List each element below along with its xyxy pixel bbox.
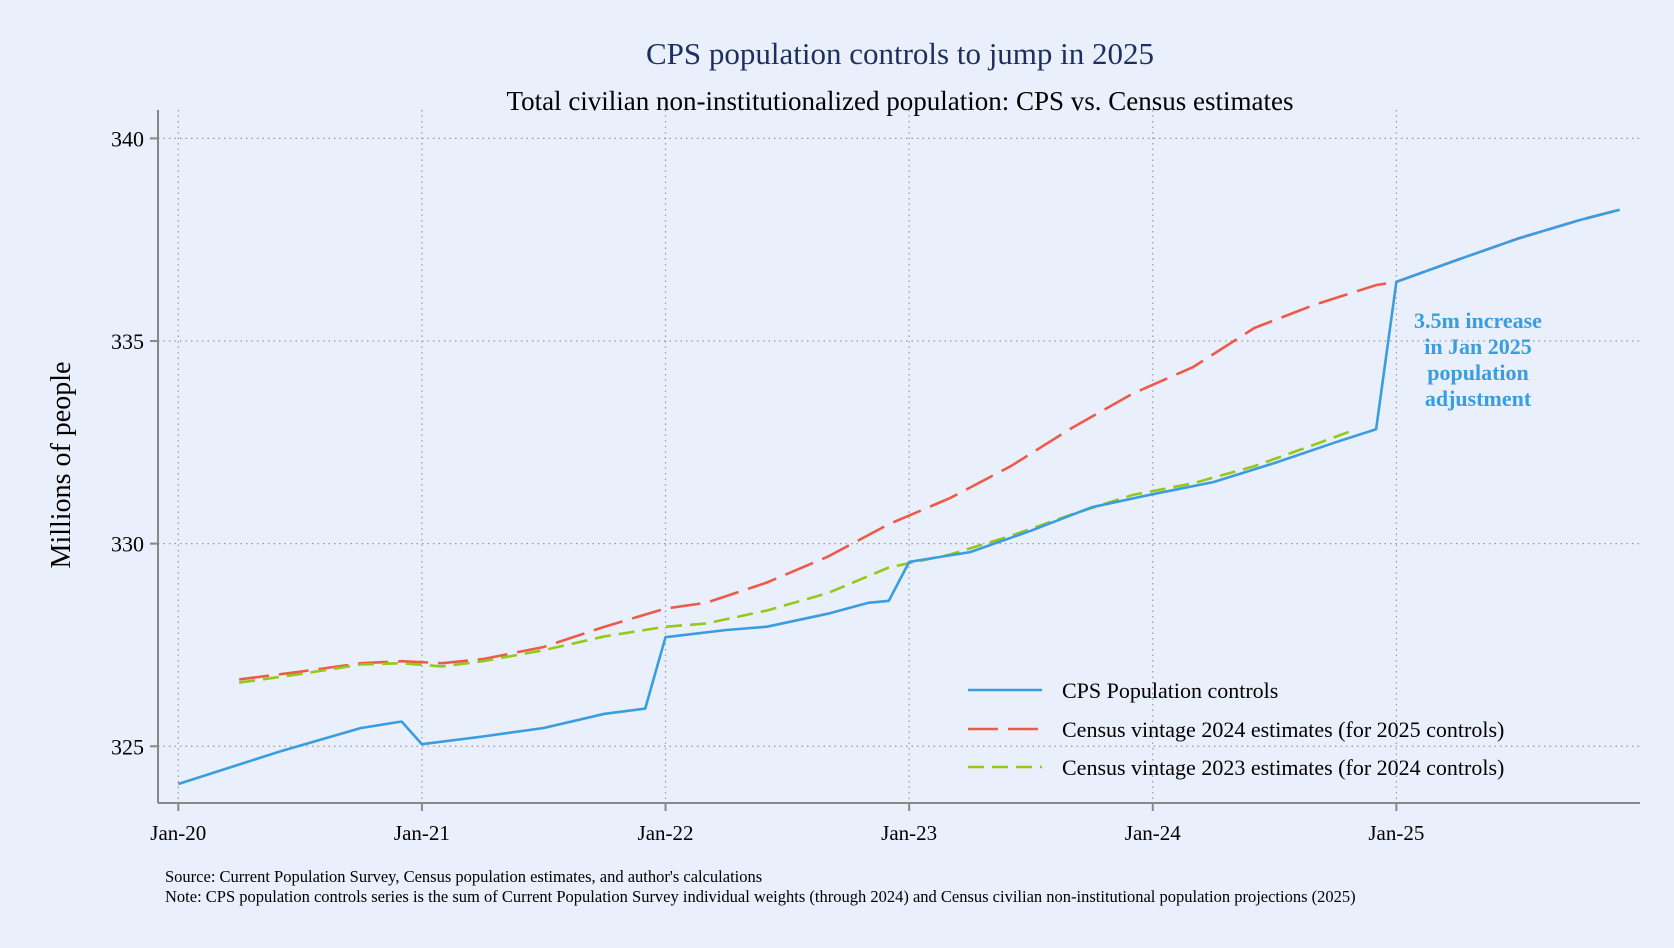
y-tick-label: 325 [111,734,144,759]
series-line-0 [177,208,1621,786]
annotation-line: population [1427,360,1529,385]
annotation-line: 3.5m increase [1414,308,1542,333]
legend-label-v2023: Census vintage 2023 estimates (for 2024 … [1062,755,1504,780]
x-tick-label: Jan-23 [881,821,937,845]
x-tick-label: Jan-21 [394,821,450,845]
y-tick-label: 340 [111,126,144,151]
chart-title: CPS population controls to jump in 2025 [646,36,1154,71]
chart-subtitle: Total civilian non-institutionalized pop… [506,86,1293,116]
annotation: 3.5m increase in Jan 2025 population adj… [1414,308,1542,411]
x-tick-label: Jan-22 [638,821,694,845]
y-tick-label: 335 [111,329,144,354]
x-tick-label: Jan-25 [1368,821,1424,845]
axes: 325 330 335 340 Jan-20 Jan-21 Jan-22 Jan-23 Jan-… [111,110,1640,845]
legend-label-v2024: Census vintage 2024 estimates (for 2025 … [1062,717,1504,742]
series-line-2 [239,428,1357,684]
series-line-1 [239,208,1621,681]
x-tick-label: Jan-20 [150,821,206,845]
grid [158,110,1640,803]
legend-label-cps: CPS Population controls [1062,678,1278,703]
annotation-line: in Jan 2025 [1424,334,1532,359]
methodology-note: Note: CPS population controls series is … [165,887,1356,906]
annotation-line: adjustment [1425,386,1532,411]
legend: CPS Population controls Census vintage 2… [968,678,1504,780]
x-tick-label: Jan-24 [1125,821,1181,845]
y-axis-label: Millions of people [46,362,77,569]
source-note: Source: Current Population Survey, Censu… [165,867,762,886]
series-group [177,208,1621,786]
y-tick-label: 330 [111,532,144,557]
